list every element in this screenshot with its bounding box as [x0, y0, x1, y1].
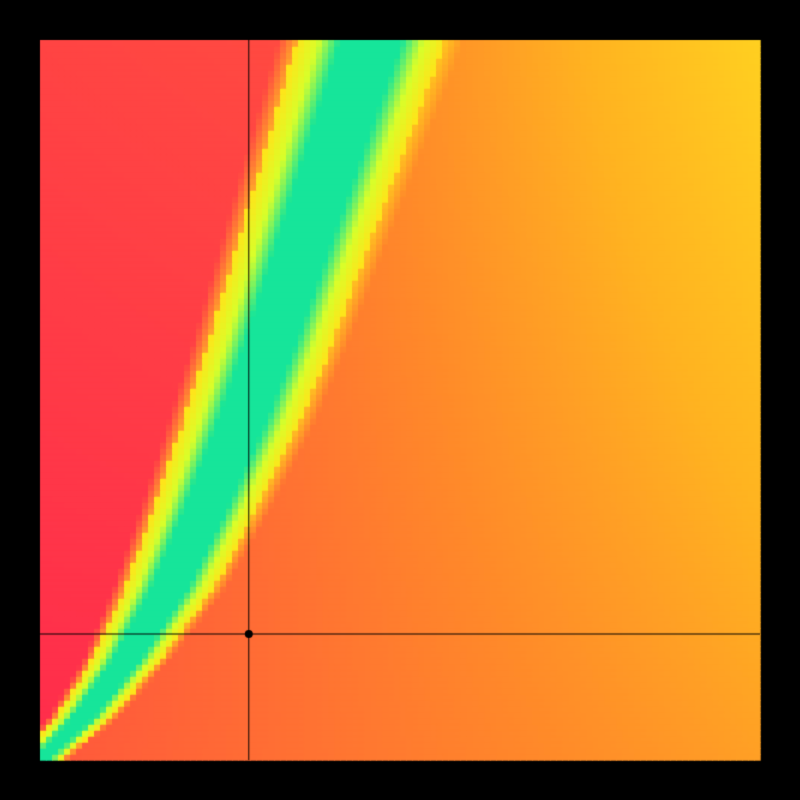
bottleneck-heatmap: [0, 0, 800, 800]
chart-container: TheBottleneck.com: [0, 0, 800, 800]
